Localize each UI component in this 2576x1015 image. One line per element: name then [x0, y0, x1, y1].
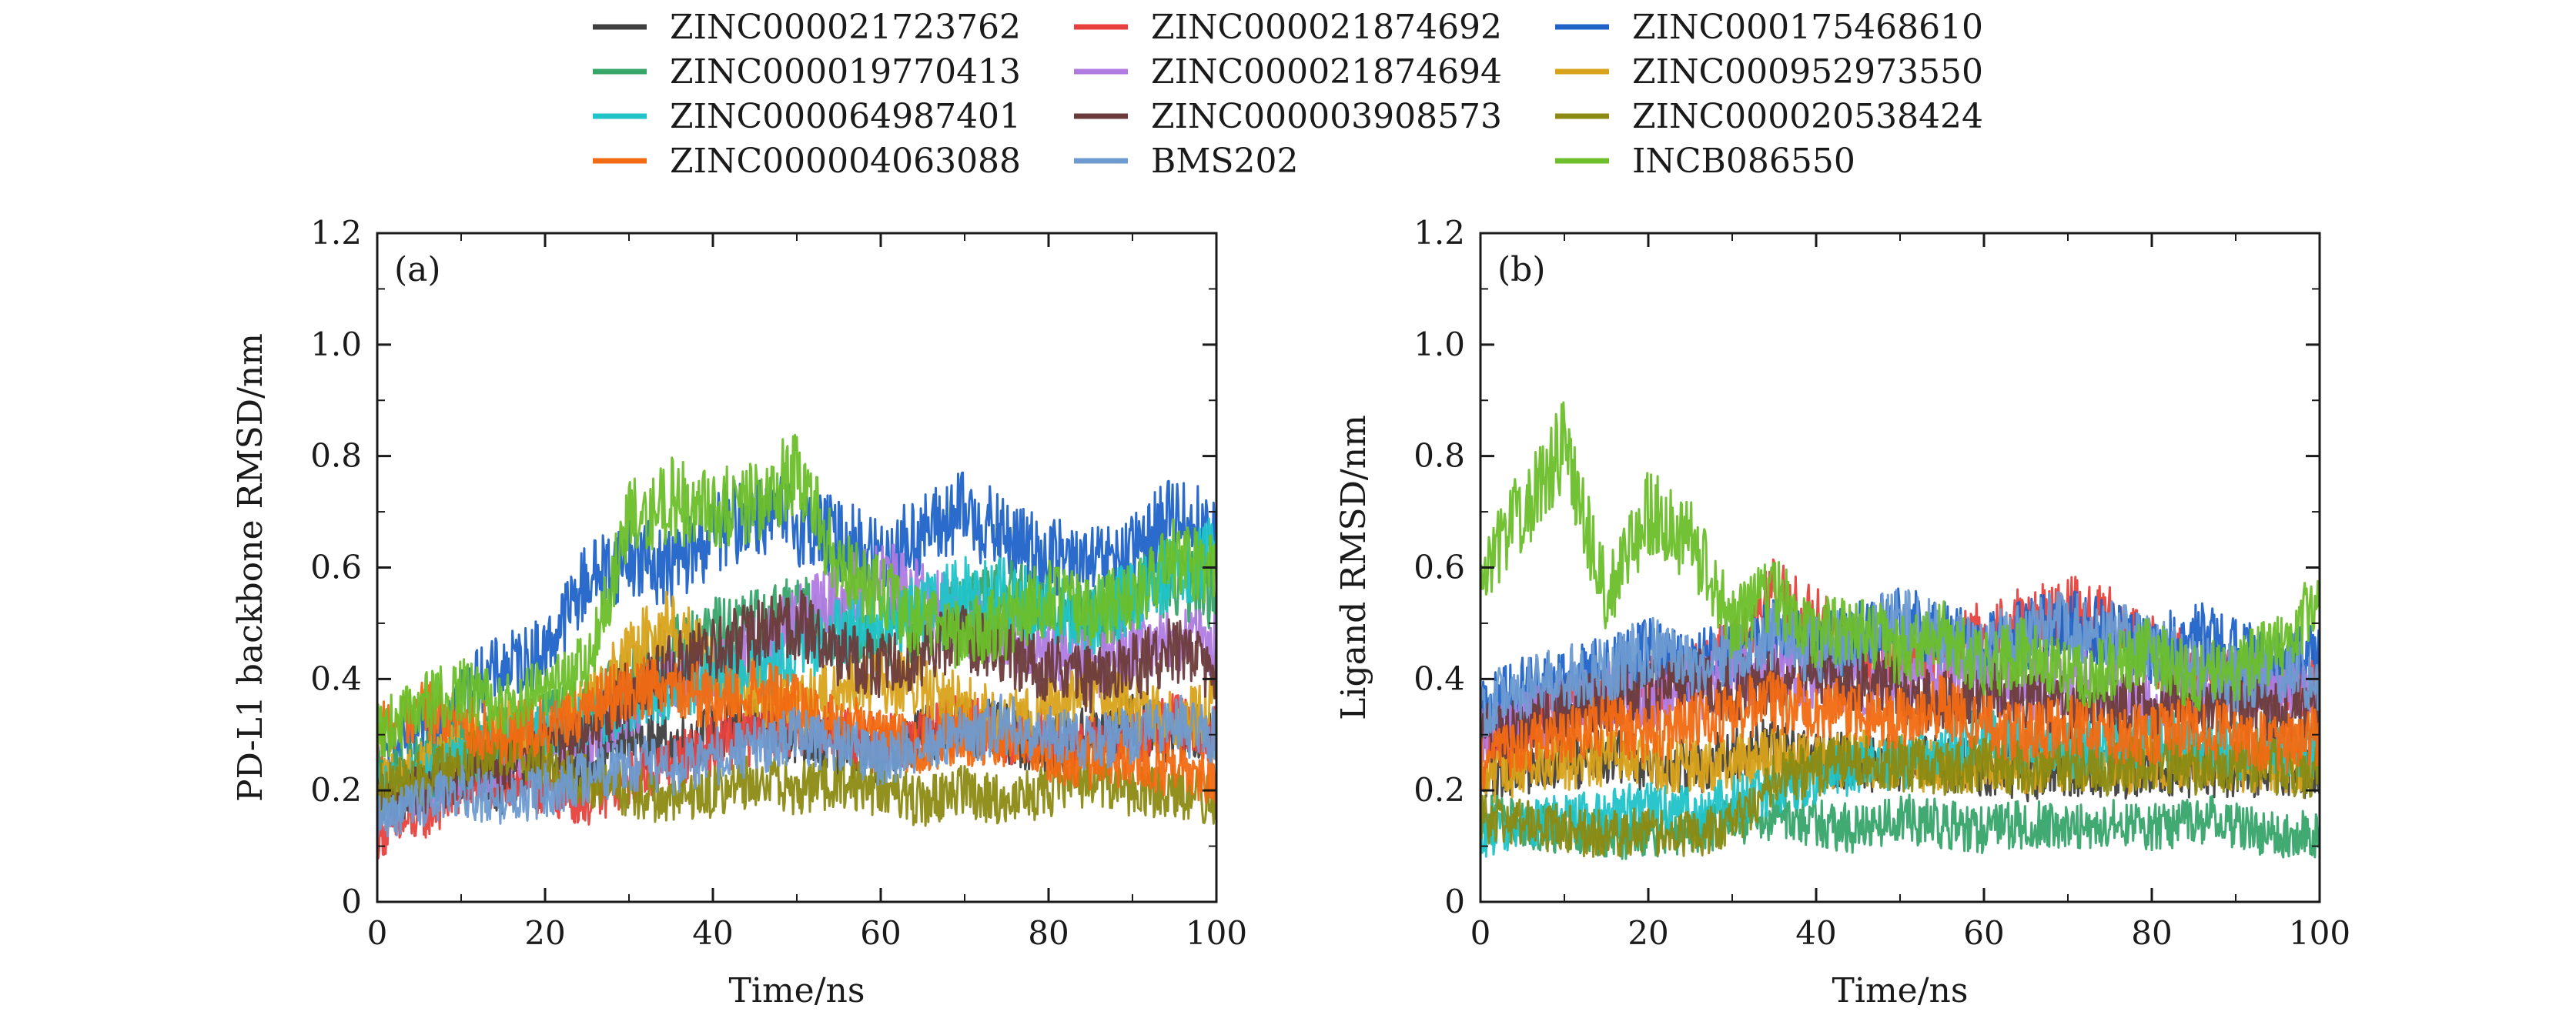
y-tick-label: 1.0 [1413, 326, 1465, 363]
legend-item-zinc000021874694: ZINC000021874694 [1074, 52, 1502, 92]
y-tick-label: 1.2 [1413, 214, 1465, 252]
legend-label: ZINC000004063088 [670, 142, 1021, 181]
legend-item-zinc000175468610: ZINC000175468610 [1555, 8, 1983, 47]
y-tick-label: 0.4 [310, 659, 362, 697]
legend-item-zinc000004063088: ZINC000004063088 [593, 142, 1021, 181]
x-tick-label: 60 [1963, 914, 2004, 952]
legend-label: ZINC000952973550 [1632, 52, 1983, 92]
series-line-bms202 [377, 693, 1216, 840]
y-axis-label: PD-L1 backbone RMSD/nm [231, 333, 270, 802]
legend-item-zinc000021874692: ZINC000021874692 [1074, 8, 1502, 47]
y-tick-label: 1.0 [310, 326, 362, 363]
x-tick-label: 20 [524, 914, 565, 952]
series-line-incb086550 [377, 433, 1216, 758]
legend-label: ZINC000021723762 [670, 8, 1021, 47]
x-tick-label: 40 [1795, 914, 1836, 952]
x-tick-label: 0 [1470, 914, 1491, 952]
legend-item-zinc000003908573: ZINC000003908573 [1074, 97, 1502, 136]
panel-b: 0 20 40 60 80 100 0 0.2 0.4 0.6 0.8 1.0 1.2 Time/ns Li… [1334, 214, 2350, 1010]
x-tick-label: 0 [367, 914, 388, 952]
legend-label: ZINC000021874692 [1151, 8, 1502, 47]
x-tick-label: 100 [1186, 914, 1247, 952]
series-group [377, 433, 1216, 860]
legend-item-bms202: BMS202 [1074, 142, 1299, 181]
legend-label: ZINC000020538424 [1632, 97, 1983, 136]
series-line-incb086550 [1480, 401, 2320, 712]
x-tick-label: 100 [2289, 914, 2350, 952]
legend-label: ZINC000021874694 [1151, 52, 1502, 92]
panel-a: 0 20 40 60 80 100 0 0.2 0.4 0.6 0.8 1.0 1.2 Time/ns PD… [231, 214, 1247, 1010]
legend-item-zinc000021723762: ZINC000021723762 [593, 8, 1021, 47]
y-tick-label: 0.6 [310, 549, 362, 586]
legend-label: ZINC000064987401 [670, 97, 1021, 136]
x-tick-label: 80 [2131, 914, 2172, 952]
legend-item-zinc000020538424: ZINC000020538424 [1555, 97, 1983, 136]
series-line-zinc000004063088 [1480, 670, 2320, 791]
y-tick-label: 0.2 [1413, 771, 1465, 809]
y-tick-label: 0.4 [1413, 659, 1465, 697]
y-tick-label: 0.2 [310, 771, 362, 809]
legend-label: ZINC000003908573 [1151, 97, 1502, 136]
series-line-zinc000004063088 [377, 656, 1216, 805]
y-tick-label: 0.8 [310, 437, 362, 475]
y-tick-label: 0 [1444, 883, 1465, 920]
legend-label: INCB086550 [1632, 142, 1855, 181]
legend-item-zinc000952973550: ZINC000952973550 [1555, 52, 1983, 92]
x-axis-label: Time/ns [1832, 971, 1969, 1010]
y-axis-label: Ligand RMSD/nm [1334, 415, 1373, 720]
legend-label: ZINC000175468610 [1632, 8, 1983, 47]
y-tick-label: 0 [341, 883, 362, 920]
legend-label: ZINC000019770413 [670, 52, 1021, 92]
series-line-zinc000020538424 [377, 723, 1216, 827]
y-tick-label: 1.2 [310, 214, 362, 252]
panel-label: (a) [394, 250, 441, 289]
x-tick-label: 80 [1028, 914, 1069, 952]
x-tick-label: 40 [692, 914, 733, 952]
x-tick-label: 20 [1628, 914, 1668, 952]
legend-item-incb086550: INCB086550 [1555, 142, 1855, 181]
legend-label: BMS202 [1151, 142, 1299, 181]
y-tick-label: 0.8 [1413, 437, 1465, 475]
legend-item-zinc000064987401: ZINC000064987401 [593, 97, 1021, 136]
x-tick-label: 60 [860, 914, 901, 952]
x-axis-label: Time/ns [729, 971, 865, 1010]
y-tick-label: 0.6 [1413, 549, 1465, 586]
series-group [1480, 401, 2320, 860]
series-line-zinc000003908573 [377, 589, 1216, 822]
series-line-zinc000175468610 [377, 471, 1216, 785]
legend-item-zinc000019770413: ZINC000019770413 [593, 52, 1021, 92]
legend: ZINC000021723762 ZINC000021874692 ZINC0001… [593, 8, 1983, 181]
panel-label: (b) [1497, 250, 1546, 289]
